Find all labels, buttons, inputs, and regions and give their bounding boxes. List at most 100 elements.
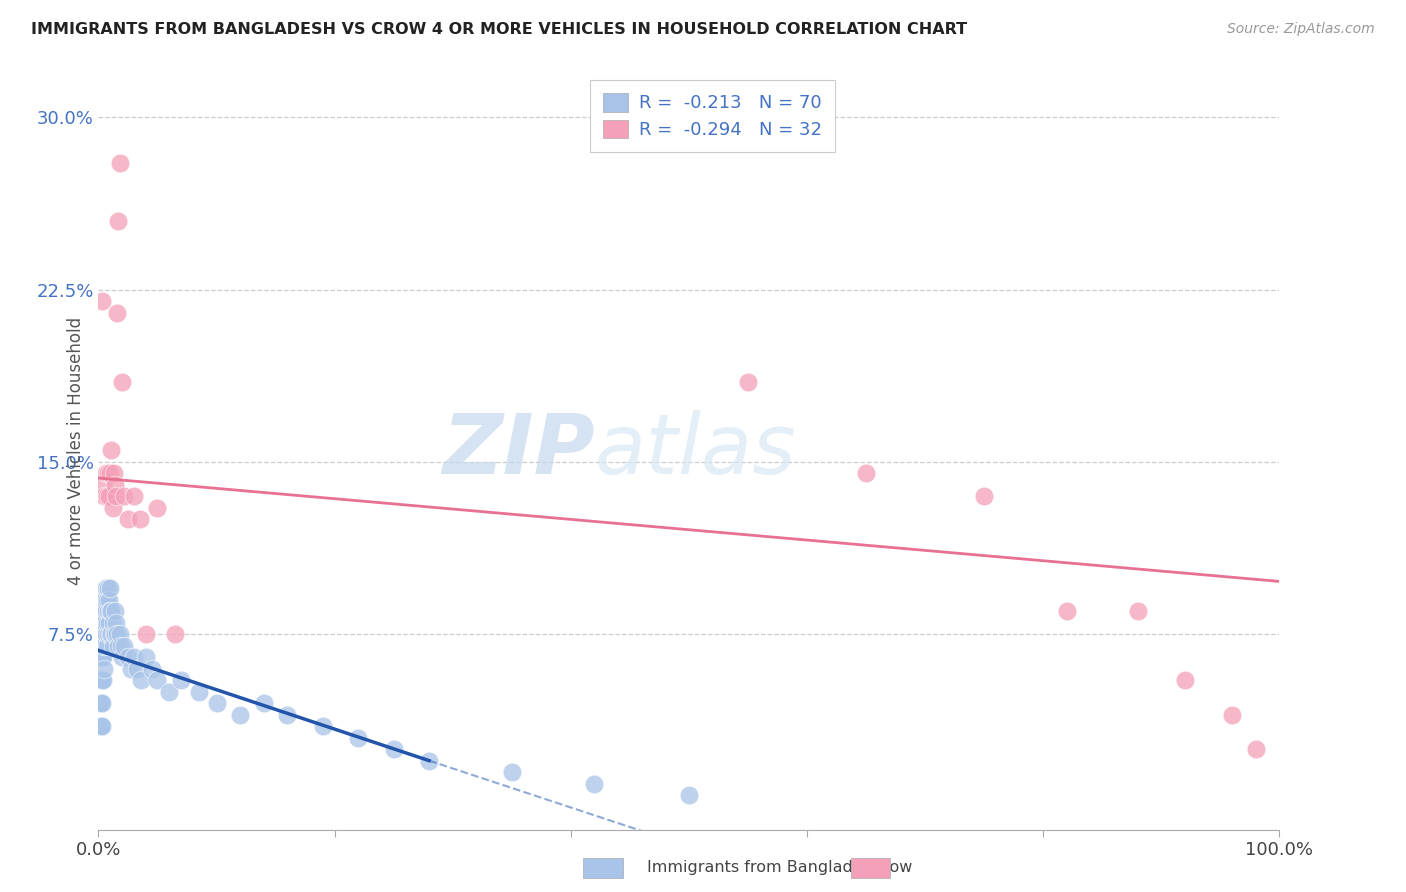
Point xyxy=(103,467,125,481)
Point xyxy=(501,765,523,780)
Point xyxy=(97,582,120,596)
Legend: R =  -0.213   N = 70, R =  -0.294   N = 32: R = -0.213 N = 70, R = -0.294 N = 32 xyxy=(591,80,835,152)
Point xyxy=(93,592,115,607)
Point xyxy=(121,662,143,676)
Point xyxy=(187,684,209,698)
Point xyxy=(104,627,127,641)
Point xyxy=(1244,742,1267,756)
Point xyxy=(93,662,115,676)
Point xyxy=(89,719,111,733)
Point xyxy=(91,650,114,665)
Point xyxy=(146,673,169,688)
Point xyxy=(91,696,114,710)
Point xyxy=(91,627,114,641)
Point xyxy=(382,742,405,756)
Point xyxy=(117,512,139,526)
Point xyxy=(89,673,111,688)
Point xyxy=(122,650,145,665)
Point xyxy=(104,604,127,618)
Point xyxy=(98,582,121,596)
Point xyxy=(96,592,118,607)
Text: Source: ZipAtlas.com: Source: ZipAtlas.com xyxy=(1227,22,1375,37)
Point xyxy=(98,490,121,504)
Point xyxy=(96,490,118,504)
Point xyxy=(93,490,115,504)
Point xyxy=(1056,604,1078,618)
Point xyxy=(165,627,187,641)
Point xyxy=(111,650,134,665)
Point xyxy=(583,776,606,790)
Point xyxy=(112,490,135,504)
Point xyxy=(100,443,122,458)
Point xyxy=(973,490,995,504)
Point xyxy=(135,627,157,641)
Point xyxy=(678,788,700,802)
Point xyxy=(98,604,121,618)
Point xyxy=(91,478,114,492)
Point xyxy=(112,639,135,653)
Point xyxy=(170,673,193,688)
Point xyxy=(90,719,112,733)
Point xyxy=(100,627,122,641)
Point xyxy=(129,673,152,688)
Point xyxy=(101,500,124,515)
Point xyxy=(94,627,117,641)
Point xyxy=(93,639,115,653)
Point xyxy=(108,627,131,641)
Point xyxy=(94,604,117,618)
Point xyxy=(104,478,127,492)
Point xyxy=(105,490,128,504)
Point xyxy=(1126,604,1149,618)
Point xyxy=(101,639,124,653)
Point xyxy=(94,582,117,596)
Point xyxy=(91,650,114,665)
Point xyxy=(91,673,114,688)
Point xyxy=(253,696,276,710)
Point xyxy=(347,731,370,745)
Point xyxy=(1174,673,1197,688)
Point xyxy=(98,467,121,481)
Point xyxy=(103,627,125,641)
Point xyxy=(111,375,134,389)
Text: Crow: Crow xyxy=(872,860,912,874)
Point xyxy=(276,707,298,722)
Point xyxy=(90,650,112,665)
Point xyxy=(97,604,120,618)
Point xyxy=(107,639,129,653)
Point xyxy=(229,707,252,722)
Point xyxy=(101,615,124,630)
Point xyxy=(135,650,157,665)
Y-axis label: 4 or more Vehicles in Household: 4 or more Vehicles in Household xyxy=(66,317,84,584)
Point xyxy=(855,467,877,481)
Point xyxy=(91,719,114,733)
Point xyxy=(91,294,114,309)
Point xyxy=(108,156,131,170)
Point xyxy=(737,375,759,389)
Point xyxy=(94,467,117,481)
Point xyxy=(93,615,115,630)
Point xyxy=(91,604,114,618)
Point xyxy=(205,696,228,710)
Point xyxy=(128,512,150,526)
Point xyxy=(98,592,121,607)
Point xyxy=(105,615,128,630)
Point xyxy=(98,615,121,630)
Point xyxy=(98,627,121,641)
Text: IMMIGRANTS FROM BANGLADESH VS CROW 4 OR MORE VEHICLES IN HOUSEHOLD CORRELATION C: IMMIGRANTS FROM BANGLADESH VS CROW 4 OR … xyxy=(31,22,967,37)
Point xyxy=(127,662,149,676)
Point xyxy=(107,213,129,227)
Text: ZIP: ZIP xyxy=(441,410,595,491)
Text: atlas: atlas xyxy=(595,410,796,491)
Point xyxy=(146,500,169,515)
Point xyxy=(91,673,114,688)
Point xyxy=(157,684,180,698)
Point xyxy=(97,467,120,481)
Point xyxy=(96,639,118,653)
Point xyxy=(117,650,139,665)
Point xyxy=(105,627,128,641)
Point xyxy=(418,754,440,768)
Point xyxy=(110,639,132,653)
Point xyxy=(100,604,122,618)
Point xyxy=(90,696,112,710)
Point xyxy=(141,662,163,676)
